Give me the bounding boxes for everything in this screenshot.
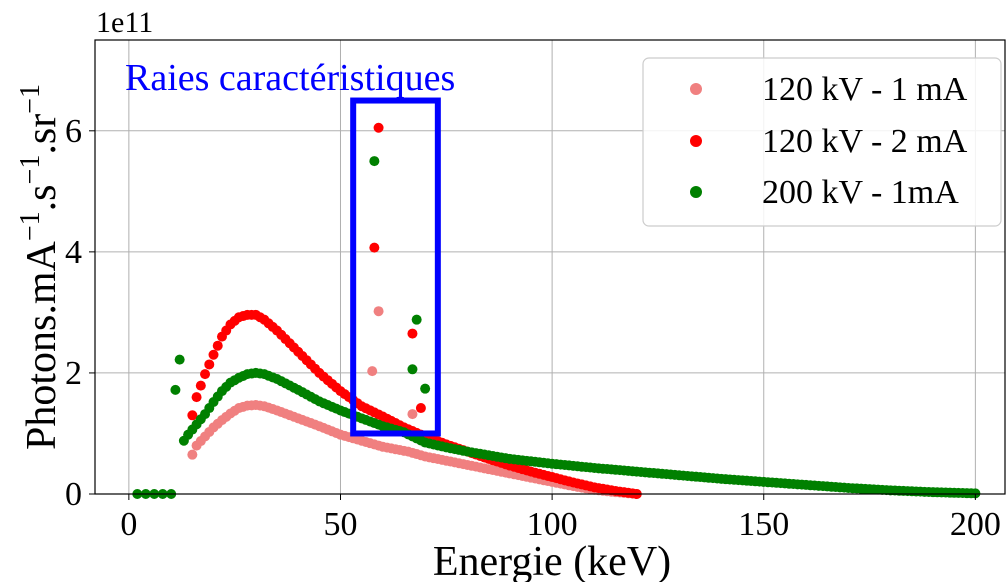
legend-marker-3 bbox=[690, 186, 702, 198]
annotation: Raies caractéristiques bbox=[125, 57, 455, 99]
characteristic-line-point bbox=[407, 364, 418, 375]
data-point bbox=[208, 349, 219, 360]
data-point bbox=[191, 392, 202, 403]
characteristic-line-point bbox=[411, 314, 422, 325]
data-point bbox=[204, 359, 215, 370]
legend-label-2: 120 kV - 2 mA bbox=[762, 123, 968, 160]
legend-label-1: 120 kV - 1 mA bbox=[762, 71, 968, 108]
legend-marker-1 bbox=[690, 83, 702, 95]
data-point bbox=[187, 410, 198, 421]
characteristic-line-point bbox=[407, 409, 418, 420]
legend: 120 kV - 1 mA 120 kV - 2 mA 200 kV - 1mA bbox=[642, 57, 1002, 227]
legend-label-3: 200 kV - 1mA bbox=[762, 174, 959, 211]
data-point bbox=[200, 369, 211, 380]
x-tick-label: 150 bbox=[738, 506, 789, 543]
data-point bbox=[212, 340, 223, 351]
offset-text: 1e11 bbox=[96, 6, 153, 39]
legend-marker-2 bbox=[690, 135, 702, 147]
data-point bbox=[195, 380, 206, 391]
data-point bbox=[170, 384, 181, 395]
characteristic-line-point bbox=[407, 328, 418, 339]
x-tick-label: 50 bbox=[323, 506, 357, 543]
y-tick-label: 4 bbox=[65, 234, 82, 271]
characteristic-line-point bbox=[415, 403, 426, 414]
characteristic-line-point bbox=[373, 122, 384, 133]
characteristic-line-point bbox=[420, 383, 431, 394]
data-point bbox=[174, 354, 185, 365]
characteristic-line-point bbox=[369, 242, 380, 253]
legend-frame bbox=[642, 57, 1002, 227]
y-axis-label: Photons.mA−1.s−1.sr−1 bbox=[15, 84, 65, 450]
data-point bbox=[970, 488, 981, 499]
x-tick-label: 200 bbox=[950, 506, 1001, 543]
tick-labels: 0 50 100 150 200 0 2 4 6 bbox=[65, 113, 1001, 543]
highlight-box bbox=[350, 97, 441, 437]
characteristic-line-point bbox=[367, 366, 378, 377]
characteristic-line-point bbox=[373, 306, 384, 317]
x-tick-label: 0 bbox=[120, 506, 137, 543]
y-tick-label: 6 bbox=[65, 113, 82, 150]
plot-frame bbox=[94, 39, 1006, 495]
y-tick-label: 0 bbox=[65, 476, 82, 513]
x-tick-label: 100 bbox=[527, 506, 578, 543]
data-point bbox=[187, 449, 198, 460]
y-tick-label: 2 bbox=[65, 355, 82, 392]
x-axis-label: Energie (keV) bbox=[433, 539, 671, 582]
characteristic-line-point bbox=[369, 156, 380, 167]
